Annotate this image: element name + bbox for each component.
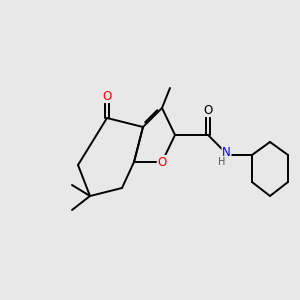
Text: O: O (158, 155, 166, 169)
Text: O: O (203, 103, 213, 116)
Text: N: N (222, 146, 231, 158)
Text: O: O (102, 89, 112, 103)
Text: H: H (218, 157, 225, 166)
